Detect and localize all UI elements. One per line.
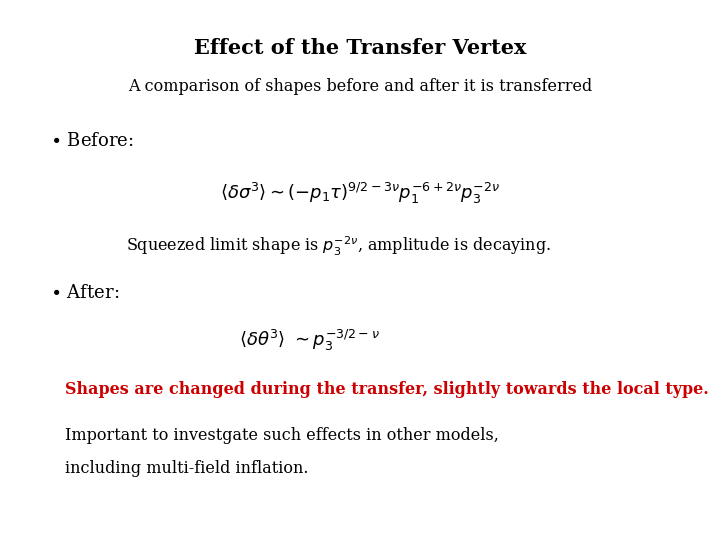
Text: $\langle \delta\sigma^3 \rangle \sim (-p_1\tau)^{9/2-3\nu} p_1^{-6+2\nu} p_3^{-2: $\langle \delta\sigma^3 \rangle \sim (-p… xyxy=(220,181,500,206)
Text: A comparison of shapes before and after it is transferred: A comparison of shapes before and after … xyxy=(128,78,592,95)
Text: Shapes are changed during the transfer, slightly towards the local type.: Shapes are changed during the transfer, … xyxy=(65,381,708,397)
Text: $\langle \delta\theta^3 \rangle \ \sim p_3^{-3/2-\nu}$: $\langle \delta\theta^3 \rangle \ \sim p… xyxy=(239,327,380,353)
Text: Important to investgate such effects in other models,: Important to investgate such effects in … xyxy=(65,427,499,443)
Text: $\bullet$ After:: $\bullet$ After: xyxy=(50,284,120,301)
Text: Effect of the Transfer Vertex: Effect of the Transfer Vertex xyxy=(194,38,526,58)
Text: including multi-field inflation.: including multi-field inflation. xyxy=(65,460,308,477)
Text: $\bullet$ Before:: $\bullet$ Before: xyxy=(50,132,134,150)
Text: Squeezed limit shape is $p_3^{-2\nu}$, amplitude is decaying.: Squeezed limit shape is $p_3^{-2\nu}$, a… xyxy=(126,235,551,258)
